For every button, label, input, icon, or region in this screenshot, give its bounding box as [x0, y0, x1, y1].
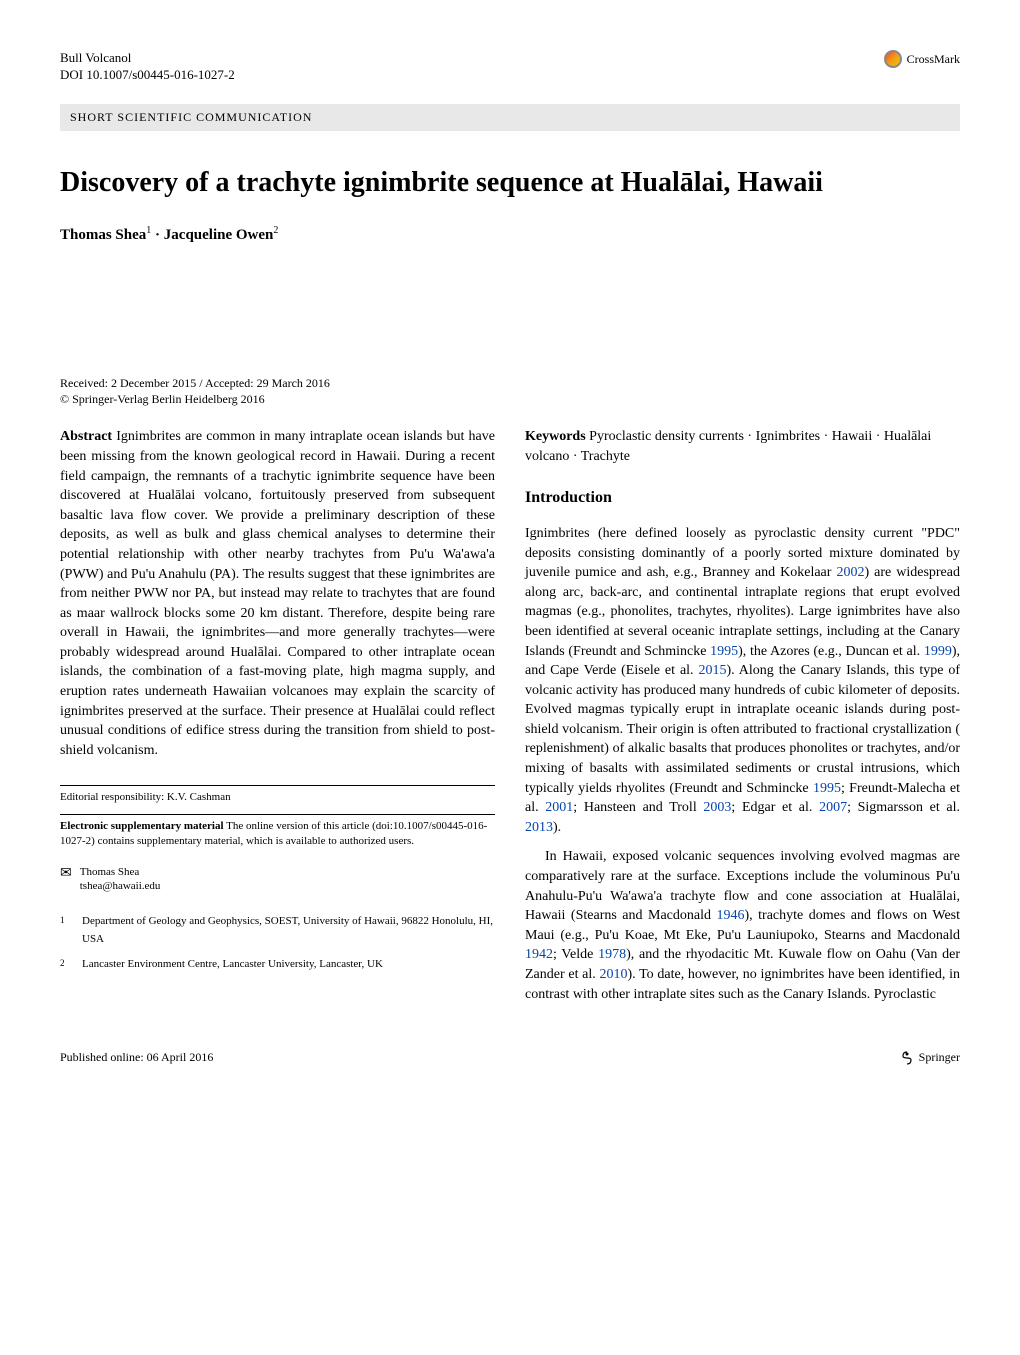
keywords: Keywords Pyroclastic density currents · …	[525, 427, 960, 466]
author-2: Jacqueline Owen	[164, 227, 274, 243]
ref-link[interactable]: 1995	[710, 644, 738, 659]
affiliation-1: 1 Department of Geology and Geophysics, …	[60, 913, 495, 948]
ref-link[interactable]: 1999	[924, 644, 952, 659]
article-type-banner: SHORT SCIENTIFIC COMMUNICATION	[60, 104, 960, 131]
article-dates: Received: 2 December 2015 / Accepted: 29…	[60, 376, 960, 407]
ref-link[interactable]: 2015	[698, 663, 726, 678]
intro-paragraph-2: In Hawaii, exposed volcanic sequences in…	[525, 847, 960, 1004]
envelope-icon: ✉	[60, 865, 72, 894]
received-accepted: Received: 2 December 2015 / Accepted: 29…	[60, 376, 960, 392]
author-separator: ·	[151, 227, 164, 243]
page-footer: Published online: 06 April 2016 Springer	[60, 1049, 960, 1066]
published-online: Published online: 06 April 2016	[60, 1049, 213, 1066]
affil-1-num: 1	[60, 913, 70, 948]
ref-link[interactable]: 2007	[819, 800, 847, 815]
authors: Thomas Shea1 · Jacqueline Owen2	[60, 224, 960, 246]
corresp-email: tshea@hawaii.edu	[80, 879, 161, 893]
journal-name: Bull Volcanol	[60, 50, 235, 67]
springer-icon	[899, 1050, 915, 1066]
ref-link[interactable]: 2003	[703, 800, 731, 815]
page-header: Bull Volcanol DOI 10.1007/s00445-016-102…	[60, 50, 960, 84]
affil-2-text: Lancaster Environment Centre, Lancaster …	[82, 956, 383, 974]
keywords-heading: Keywords	[525, 429, 586, 444]
journal-info: Bull Volcanol DOI 10.1007/s00445-016-102…	[60, 50, 235, 84]
abstract-body: Ignimbrites are common in many intraplat…	[60, 429, 495, 758]
main-content: Abstract Ignimbrites are common in many …	[60, 427, 960, 1014]
affil-2-num: 2	[60, 956, 70, 974]
doi: DOI 10.1007/s00445-016-1027-2	[60, 67, 235, 84]
abstract-heading: Abstract	[60, 429, 112, 444]
correspondence: ✉ Thomas Shea tshea@hawaii.edu	[60, 865, 495, 894]
ref-link[interactable]: 2010	[599, 967, 627, 982]
right-column: Keywords Pyroclastic density currents · …	[525, 427, 960, 1014]
abstract: Abstract Ignimbrites are common in many …	[60, 427, 495, 760]
crossmark-badge[interactable]: CrossMark	[884, 50, 960, 68]
keywords-text: Pyroclastic density currents · Ignimbrit…	[525, 429, 931, 464]
author-2-affil: 2	[273, 225, 278, 236]
supplementary-material: Electronic supplementary material The on…	[60, 814, 495, 850]
ref-link[interactable]: 1942	[525, 947, 553, 962]
supp-heading: Electronic supplementary material	[60, 820, 224, 832]
corresp-name: Thomas Shea	[80, 865, 161, 879]
intro-paragraph-1: Ignimbrites (here defined loosely as pyr…	[525, 524, 960, 838]
article-title: Discovery of a trachyte ignimbrite seque…	[60, 166, 960, 200]
publisher-name: Springer	[919, 1049, 960, 1066]
left-column: Abstract Ignimbrites are common in many …	[60, 427, 495, 1014]
author-1: Thomas Shea	[60, 227, 146, 243]
crossmark-icon	[884, 50, 902, 68]
copyright: © Springer-Verlag Berlin Heidelberg 2016	[60, 392, 960, 408]
editorial-responsibility: Editorial responsibility: K.V. Cashman	[60, 785, 495, 805]
ref-link[interactable]: 1978	[598, 947, 626, 962]
publisher-logo: Springer	[899, 1049, 960, 1066]
ref-link[interactable]: 1946	[717, 908, 745, 923]
ref-link[interactable]: 2013	[525, 820, 553, 835]
affil-1-text: Department of Geology and Geophysics, SO…	[82, 913, 495, 948]
introduction-heading: Introduction	[525, 487, 960, 509]
crossmark-label: CrossMark	[907, 51, 960, 68]
affiliations: 1 Department of Geology and Geophysics, …	[60, 913, 495, 974]
affiliation-2: 2 Lancaster Environment Centre, Lancaste…	[60, 956, 495, 974]
ref-link[interactable]: 2001	[545, 800, 573, 815]
ref-link[interactable]: 1995	[813, 781, 841, 796]
ref-link[interactable]: 2002	[836, 565, 864, 580]
